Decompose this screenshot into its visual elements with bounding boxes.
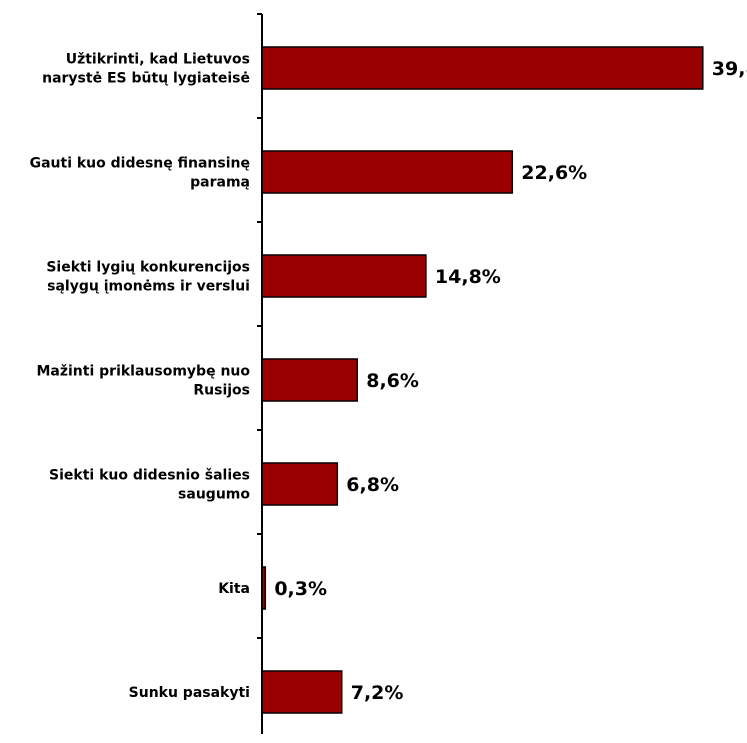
bar — [261, 566, 267, 610]
value-label: 8,6% — [366, 370, 419, 392]
category-label: narystė ES būtų lygiateisė — [42, 71, 250, 87]
value-label: 6,8% — [346, 474, 399, 496]
bar — [261, 254, 427, 298]
bar — [261, 150, 514, 194]
value-label: 22,6% — [521, 162, 587, 184]
category-label: Kita — [218, 581, 250, 597]
bar — [261, 462, 339, 506]
labels-layer: 39,8% Užtikrinti, kad Lietuvos narystė ES … — [30, 52, 747, 705]
category-label: Siekti kuo didesnio šalies — [49, 468, 250, 484]
bar — [261, 670, 343, 714]
category-label: saugumo — [178, 487, 250, 503]
value-label: 7,2% — [351, 682, 404, 704]
category-label: Sunku pasakyti — [129, 685, 250, 701]
category-label: Rusijos — [193, 383, 250, 399]
value-label: 0,3% — [274, 578, 327, 600]
category-label: Siekti lygių konkurencijos — [46, 260, 250, 276]
value-label: 14,8% — [435, 266, 501, 288]
category-label: Mažinti priklausomybę nuo — [36, 364, 250, 380]
bar — [261, 358, 358, 402]
bars-layer — [261, 46, 704, 714]
value-label: 39,8% — [712, 58, 747, 80]
category-label: sąlygų įmonėms ir verslui — [47, 279, 250, 295]
category-label: Užtikrinti, kad Lietuvos — [66, 52, 250, 68]
category-label: Gauti kuo didesnę finansinę — [30, 156, 250, 172]
bar — [261, 46, 704, 90]
category-label: paramą — [190, 175, 250, 191]
